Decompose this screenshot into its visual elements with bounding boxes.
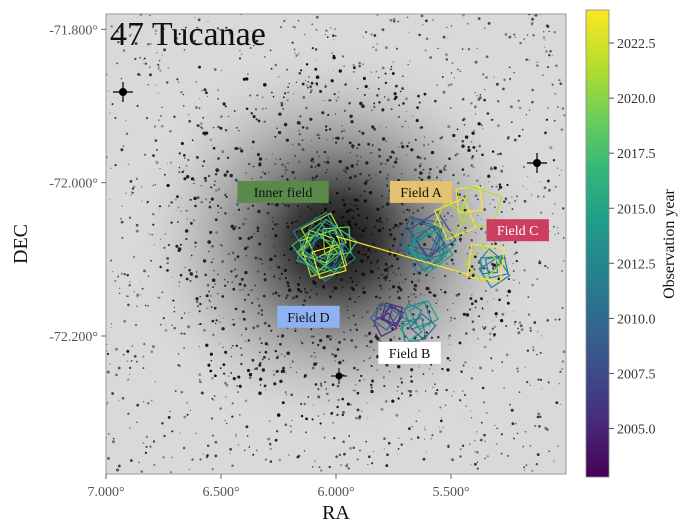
pointing-footprints [291, 185, 511, 344]
footprint-outline [291, 221, 345, 275]
y-axis-title: DEC [10, 224, 32, 264]
x-tick-label: 6.500° [202, 485, 239, 500]
field-label-text: Field A [400, 186, 443, 201]
footprint-outline [410, 227, 445, 262]
footprint-outline [369, 301, 400, 331]
footprint-outline [310, 228, 345, 263]
field-label-box [237, 180, 329, 203]
footprint-outline [409, 312, 437, 341]
footprint-outline [477, 248, 504, 274]
footprint-outline [458, 185, 503, 230]
colorbar-tick-label: 2012.5 [617, 257, 656, 272]
field-label-box [378, 341, 441, 364]
colorbar-tick-label: 2005.0 [617, 423, 656, 438]
field-label: Field A [389, 180, 453, 203]
colorbar-title: Observation year [661, 188, 678, 298]
field-label: Field C [486, 219, 549, 242]
footprint-outline [414, 225, 446, 258]
y-axis: -71.800° -72.000° -72.200° [49, 23, 106, 345]
x-tick-label: 5.500° [432, 485, 469, 500]
colorbar-tick-label: 2015.0 [617, 202, 656, 217]
bright-star-icon [331, 368, 347, 384]
x-tick-label: 7.000° [87, 485, 124, 500]
x-axis: 7.000° 6.500° 6.000° 5.500° [87, 474, 470, 500]
colorbar-tick-label: 2010.0 [617, 312, 656, 327]
colorbar-tick-label: 2022.5 [617, 37, 656, 52]
field-label-text: Field D [287, 311, 329, 326]
footprint-outline [381, 305, 405, 328]
colorbar [585, 9, 610, 478]
field-label-box [486, 219, 549, 242]
footprint-outline [433, 201, 468, 236]
colorbar-axis: 2005.0 2007.5 2010.0 2012.5 2015.0 2017.5 2020… [609, 37, 656, 438]
bright-star-icon [113, 82, 133, 102]
footprint-connector [335, 235, 470, 276]
field-label: Field B [378, 341, 441, 364]
footprint-outline [372, 312, 398, 338]
colorbar-tick-label: 2007.5 [617, 367, 656, 382]
bright-stars [113, 82, 547, 384]
x-axis-title: RA [322, 502, 350, 524]
field-label-box [389, 180, 453, 203]
footprint-outline [311, 243, 347, 280]
y-tick-label: -71.800° [49, 23, 98, 38]
field-label-text: Field B [389, 347, 431, 362]
footprint-outline [296, 231, 339, 274]
field-label: Field D [277, 305, 340, 328]
field-label-box [277, 305, 340, 328]
footprint-outline [403, 232, 444, 274]
x-tick-label: 6.000° [317, 485, 354, 500]
footprint-outline [464, 244, 502, 283]
plot-title: 47 Tucanae [110, 16, 266, 53]
field-labels: Inner field Field A Field C Field D Field B [237, 180, 549, 364]
footprint-outline [479, 256, 499, 275]
footprint-outline [403, 300, 433, 331]
field-label-text: Field C [497, 224, 539, 239]
field-label-text: Inner field [254, 186, 313, 201]
bright-star-icon [527, 153, 547, 173]
field-label: Inner field [237, 180, 329, 203]
colorbar-tick-label: 2020.0 [617, 92, 656, 107]
footprint-outline [399, 318, 423, 342]
y-tick-label: -72.000° [49, 177, 98, 192]
y-tick-label: -72.200° [49, 330, 98, 345]
cluster-core [131, 45, 541, 435]
footprint-outline [302, 218, 358, 274]
colorbar-tick-label: 2017.5 [617, 147, 656, 162]
